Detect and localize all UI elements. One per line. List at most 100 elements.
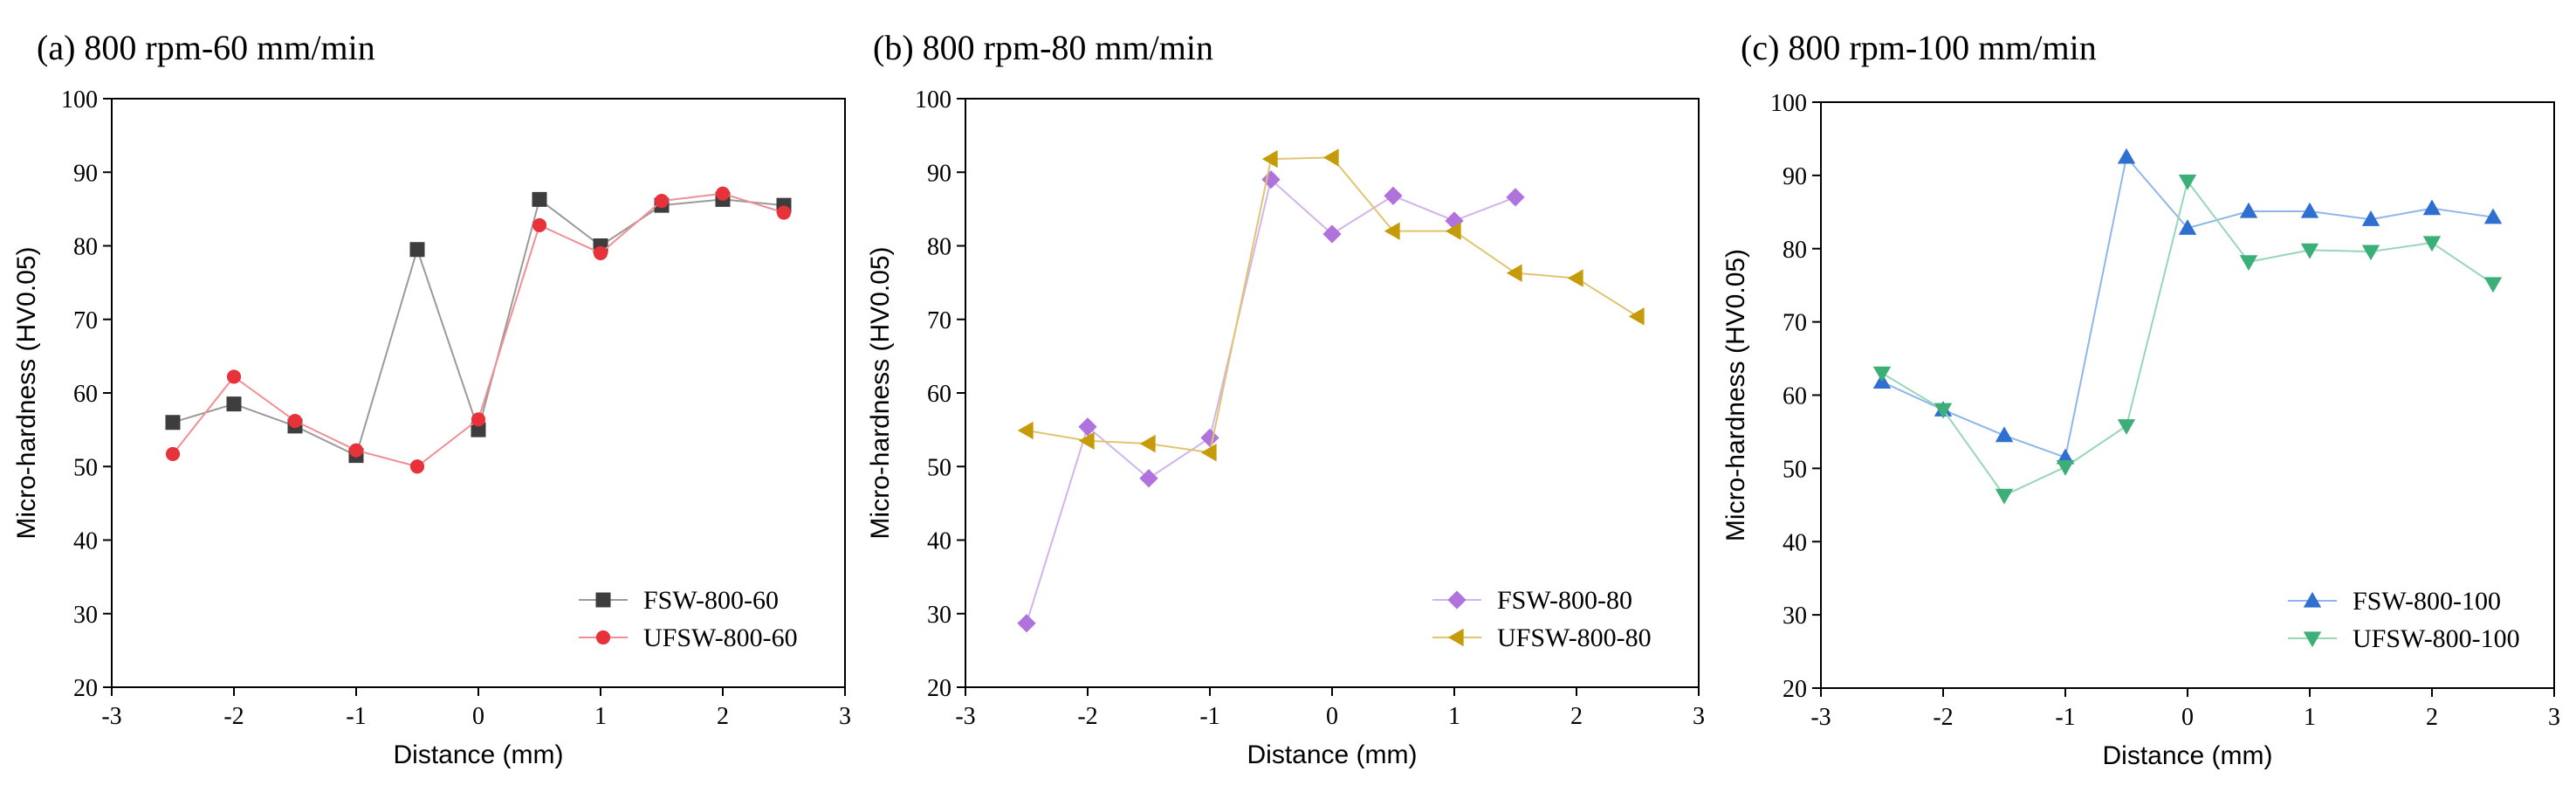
data-point	[1261, 149, 1278, 169]
data-point	[1017, 421, 1034, 440]
x-tick-label: 2	[1570, 703, 1583, 730]
x-tick-label: -3	[1810, 704, 1831, 731]
data-point	[1445, 211, 1464, 231]
x-tick-label: -1	[2055, 704, 2075, 731]
chart-panel-2: (b) 800 rpm-80 mm/min -3 -2 -1 0 1 2 3 20 30 40 50 6…	[866, 28, 1705, 769]
legend-marker	[595, 592, 611, 608]
x-tick-label: -3	[955, 703, 975, 730]
legend-label: FSW-800-60	[643, 586, 779, 615]
data-point	[2178, 174, 2197, 190]
data-point	[1506, 264, 1522, 282]
data-point	[409, 459, 425, 474]
data-point	[1934, 403, 1953, 419]
data-point	[1139, 434, 1156, 453]
chart-panel-1: (a) 800 rpm-60 mm/min -3 -2 -1 0 1 2 3 20 30 40 50 6…	[12, 28, 851, 769]
y-tick-label: 60	[73, 381, 98, 408]
y-tick-label: 80	[927, 234, 951, 261]
x-tick-label: -1	[346, 703, 366, 730]
data-point	[593, 245, 608, 260]
chart-title: (c) 800 rpm-100 mm/min	[1741, 28, 2097, 67]
data-point	[2056, 460, 2075, 476]
data-point	[2483, 277, 2503, 293]
chart-title: (a) 800 rpm-60 mm/min	[37, 28, 375, 67]
data-point	[1506, 188, 1525, 207]
x-tick-label: -3	[101, 703, 121, 730]
y-tick-label: 90	[927, 160, 951, 187]
y-tick-label: 90	[1783, 163, 1807, 190]
x-axis-label: Distance (mm)	[393, 740, 563, 769]
x-tick-label: 1	[594, 703, 607, 730]
data-point	[1078, 431, 1095, 450]
data-point	[2483, 208, 2503, 224]
legend-label: FSW-800-100	[2353, 587, 2501, 616]
y-tick-label: 80	[1783, 237, 1807, 264]
x-tick-label: 0	[1326, 703, 1338, 730]
legend-label: UFSW-800-60	[643, 623, 798, 652]
legend-label: UFSW-800-100	[2353, 624, 2520, 653]
legend-label: UFSW-800-80	[1497, 623, 1652, 652]
y-tick-label: 40	[73, 528, 98, 555]
y-tick-label: 50	[73, 454, 98, 481]
x-axis-label: Distance (mm)	[2102, 741, 2272, 770]
y-tick-label: 70	[927, 307, 951, 334]
data-point	[1322, 224, 1342, 244]
x-tick-label: 2	[717, 703, 729, 730]
legend-item-1: FSW-800-80	[1432, 586, 1632, 615]
data-point	[2422, 199, 2442, 216]
data-point	[1078, 417, 1097, 437]
y-tick-label: 50	[927, 454, 951, 481]
data-point	[409, 242, 425, 258]
x-tick-label: 0	[472, 703, 484, 730]
y-tick-label: 20	[1783, 676, 1807, 703]
x-tick-label: -2	[223, 703, 244, 730]
y-tick-label: 40	[927, 528, 951, 555]
y-tick-label: 100	[61, 86, 98, 114]
y-tick-label: 50	[1783, 456, 1807, 483]
data-point	[532, 191, 547, 207]
data-point	[2422, 236, 2442, 252]
data-point	[2300, 202, 2319, 218]
data-point	[1995, 426, 2014, 443]
legend-marker	[1447, 590, 1467, 610]
legend-marker	[2303, 631, 2322, 648]
series-line-1	[1881, 155, 2494, 459]
legend-item-1: FSW-800-100	[2288, 587, 2501, 616]
y-tick-label: 40	[1783, 529, 1807, 556]
y-tick-label: 20	[927, 675, 951, 702]
data-point	[776, 205, 792, 220]
data-point	[1872, 366, 1892, 382]
data-point	[2117, 148, 2136, 164]
y-tick-label: 100	[1770, 90, 1807, 117]
y-tick-label: 80	[73, 234, 98, 261]
x-tick-label: 2	[2426, 704, 2438, 731]
data-point	[532, 217, 547, 232]
data-point	[165, 415, 181, 430]
legend-item-2: UFSW-800-80	[1432, 623, 1652, 652]
data-point	[1384, 222, 1400, 240]
y-tick-label: 30	[927, 602, 951, 629]
x-tick-label: -2	[1933, 704, 1953, 731]
y-tick-label: 70	[73, 307, 98, 334]
legend-label: FSW-800-80	[1497, 586, 1632, 615]
data-point	[1200, 444, 1217, 462]
data-point	[2178, 219, 2197, 235]
data-point	[654, 194, 670, 209]
y-tick-label: 90	[73, 160, 98, 187]
y-tick-label: 60	[1783, 383, 1807, 410]
data-point	[715, 186, 731, 201]
y-tick-label: 30	[73, 602, 98, 629]
data-point	[1567, 269, 1583, 287]
y-axis-label: Micro-hardness (HV0.05)	[12, 246, 41, 539]
data-point	[2361, 245, 2380, 261]
chart-title: (b) 800 rpm-80 mm/min	[873, 28, 1213, 67]
y-tick-label: 20	[73, 675, 98, 702]
x-axis-label: Distance (mm)	[1247, 740, 1417, 769]
y-tick-label: 30	[1783, 603, 1807, 630]
chart-panel-3: (c) 800 rpm-100 mm/min -3 -2 -1 0 1 2 3 20 30 40 50…	[1721, 28, 2560, 770]
x-tick-label: 0	[2181, 704, 2194, 731]
data-point	[1445, 222, 1461, 240]
data-point	[471, 412, 486, 427]
data-point	[348, 443, 364, 458]
y-tick-label: 70	[1783, 310, 1807, 337]
